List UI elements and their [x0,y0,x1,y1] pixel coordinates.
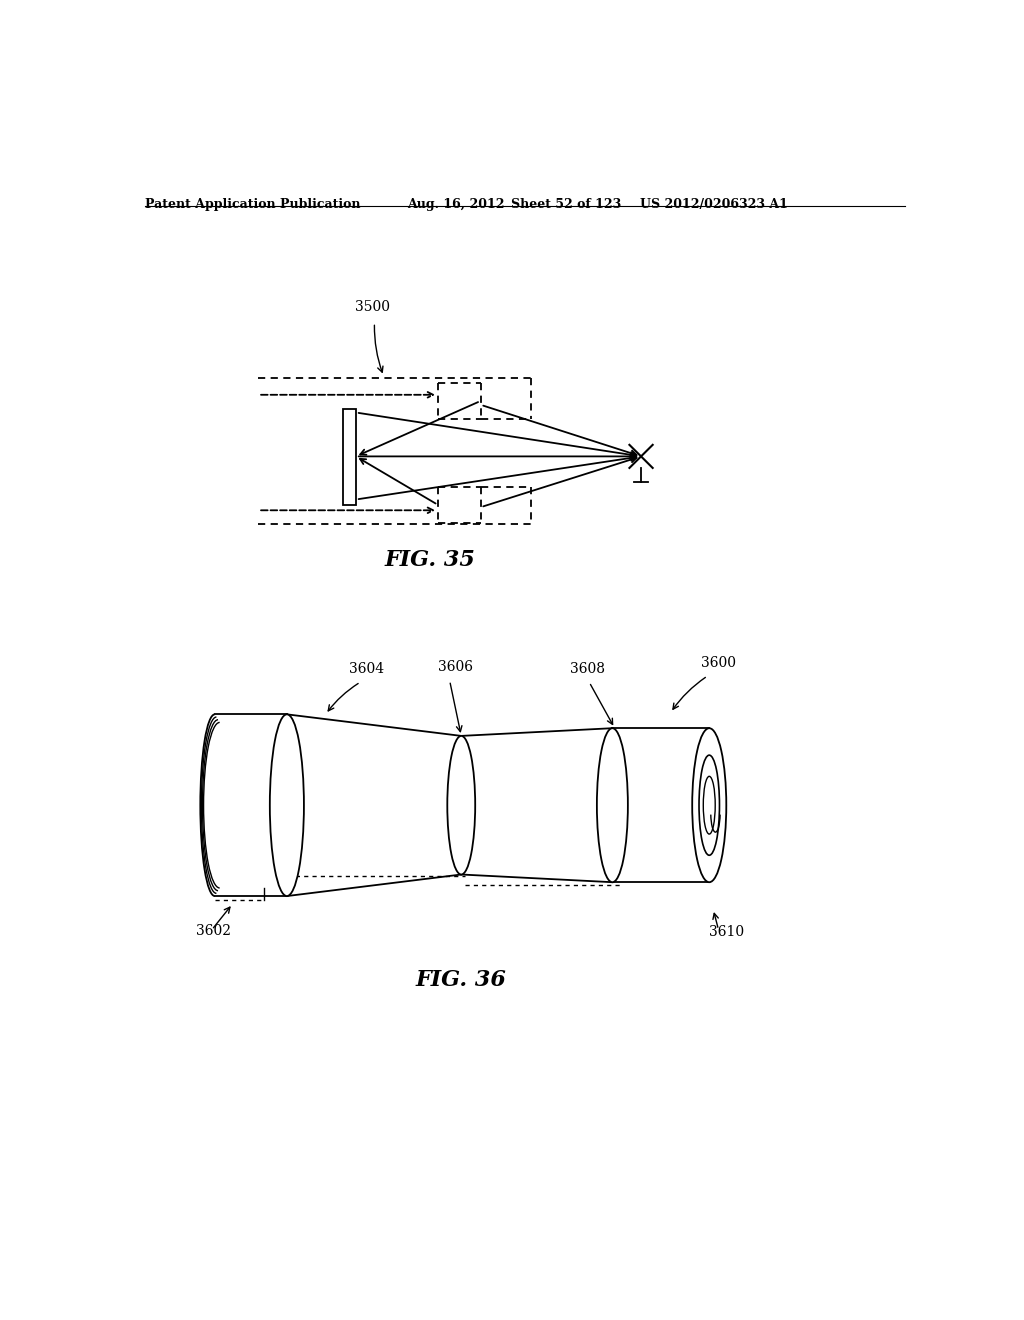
Ellipse shape [703,776,715,834]
Text: 3602: 3602 [197,924,231,937]
Ellipse shape [447,737,475,875]
Ellipse shape [692,729,726,882]
Text: 3608: 3608 [569,661,605,676]
Text: 3606: 3606 [438,660,473,675]
Text: FIG. 35: FIG. 35 [385,549,476,572]
Text: 3600: 3600 [701,656,736,669]
Text: Sheet 52 of 123: Sheet 52 of 123 [511,198,622,211]
Text: 3500: 3500 [355,300,390,314]
Ellipse shape [270,714,304,896]
Ellipse shape [597,729,628,882]
Bar [343,409,356,506]
Text: 3610: 3610 [710,925,744,939]
Text: FIG. 36: FIG. 36 [416,969,507,991]
Text: US 2012/0206323 A1: US 2012/0206323 A1 [640,198,787,211]
Text: Aug. 16, 2012: Aug. 16, 2012 [407,198,505,211]
Ellipse shape [699,755,720,855]
Text: 3604: 3604 [349,661,384,676]
Text: Patent Application Publication: Patent Application Publication [145,198,360,211]
